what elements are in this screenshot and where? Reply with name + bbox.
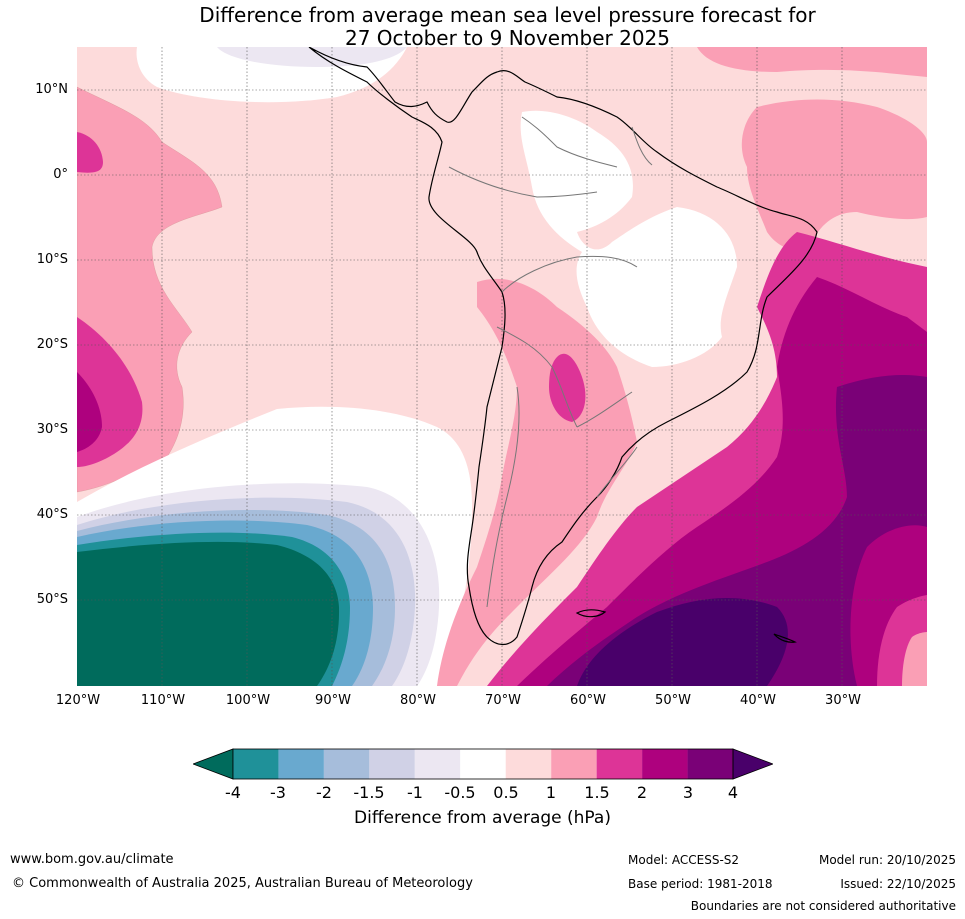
colorbar-label: Difference from average (hPa): [354, 808, 611, 828]
lat-label-30s: 30°S: [36, 422, 68, 437]
pressure-anomaly-map: [77, 47, 927, 686]
falkland-islands: [575, 609, 607, 618]
colorbar-segment: [596, 749, 643, 779]
lat-label-0: 0°: [53, 167, 68, 182]
colorbar-tick: -4: [225, 783, 241, 802]
colorbar-segment: [369, 749, 415, 779]
lat-label-50s: 50°S: [36, 592, 68, 607]
colorbar-tick: -0.5: [444, 783, 476, 802]
title-line-2: 27 October to 9 November 2025: [344, 26, 671, 50]
title-line-1: Difference from average mean sea level p…: [199, 3, 816, 27]
anomaly-fill-neg-0.5-north: [217, 47, 407, 67]
footer-model: Model: ACCESS-S2: [628, 853, 740, 867]
chart-title: Difference from average mean sea level p…: [0, 4, 965, 50]
lon-label-40w: 40°W: [740, 693, 776, 708]
graticule: [77, 47, 927, 686]
colorbar-segment: [642, 749, 688, 779]
lon-label-110w: 110°W: [140, 693, 186, 708]
colorbar-extend-high: [732, 748, 773, 780]
colorbar: [193, 748, 773, 780]
anomaly-fill-neg-4: [77, 541, 340, 686]
footer-model-run: Model run: 20/10/2025: [818, 853, 956, 867]
anomaly-fill-3-4-atlantic: [547, 375, 927, 686]
colorbar-tick: 1.5: [584, 783, 610, 802]
colorbar-segment: [460, 749, 506, 779]
lat-label-20s: 20°S: [36, 337, 68, 352]
lat-label-40s: 40°S: [36, 507, 68, 522]
anomaly-fill-1-1.5-ne: [697, 47, 927, 77]
anomaly-fill-1-1.5-east: [741, 99, 927, 250]
lat-label-10s: 10°S: [36, 252, 68, 267]
anomaly-fill-gt-4-atlantic: [577, 597, 788, 686]
colorbar-tick: 1: [545, 783, 557, 802]
south-georgia: [773, 633, 797, 643]
colorbar-tick: 4: [727, 783, 739, 802]
lon-label-70w: 70°W: [485, 693, 521, 708]
lon-label-100w: 100°W: [225, 693, 271, 708]
colorbar-outline: [232, 748, 734, 780]
colorbar-segment: [233, 749, 279, 779]
colorbar-tick: 3: [682, 783, 694, 802]
national-boundaries: [448, 116, 653, 608]
footer-disclaimer: Boundaries are not considered authoritat…: [690, 899, 956, 913]
colorbar-tick: -1: [407, 783, 423, 802]
colorbar-segment: [505, 749, 552, 779]
colorbar-segment: [551, 749, 597, 779]
colorbar-tick: -1.5: [353, 783, 385, 802]
anomaly-fill-1.5-2-paraguay: [549, 353, 586, 422]
footer-issued: Issued: 22/10/2025: [840, 877, 956, 891]
colorbar-segment: [687, 749, 733, 779]
lon-label-30w: 30°W: [825, 693, 861, 708]
lon-label-60w: 60°W: [570, 693, 606, 708]
lon-label-50w: 50°W: [655, 693, 691, 708]
south-america-coastline: [308, 47, 818, 646]
footer-website: www.bom.gov.au/climate: [10, 852, 174, 867]
footer-base-period: Base period: 1981-2018: [628, 877, 773, 891]
lat-label-10n: 10°N: [35, 82, 68, 97]
anomaly-fill-1-1.5-se: [902, 632, 927, 686]
colorbar-segment: [414, 749, 461, 779]
anomaly-fill-2-3-west: [77, 372, 102, 452]
colorbar-segment: [323, 749, 370, 779]
colorbar-extend-low: [193, 748, 234, 780]
lon-label-80w: 80°W: [400, 693, 436, 708]
colorbar-segment: [278, 749, 324, 779]
colorbar-tick: -2: [316, 783, 332, 802]
lon-label-90w: 90°W: [315, 693, 351, 708]
footer-copyright: © Commonwealth of Australia 2025, Austra…: [12, 876, 473, 891]
anomaly-fill-1.5-2-blob: [77, 132, 103, 173]
colorbar-tick: 0.5: [493, 783, 519, 802]
lon-label-120w: 120°W: [55, 693, 101, 708]
colorbar-tick: 2: [636, 783, 648, 802]
colorbar-tick: -3: [270, 783, 286, 802]
